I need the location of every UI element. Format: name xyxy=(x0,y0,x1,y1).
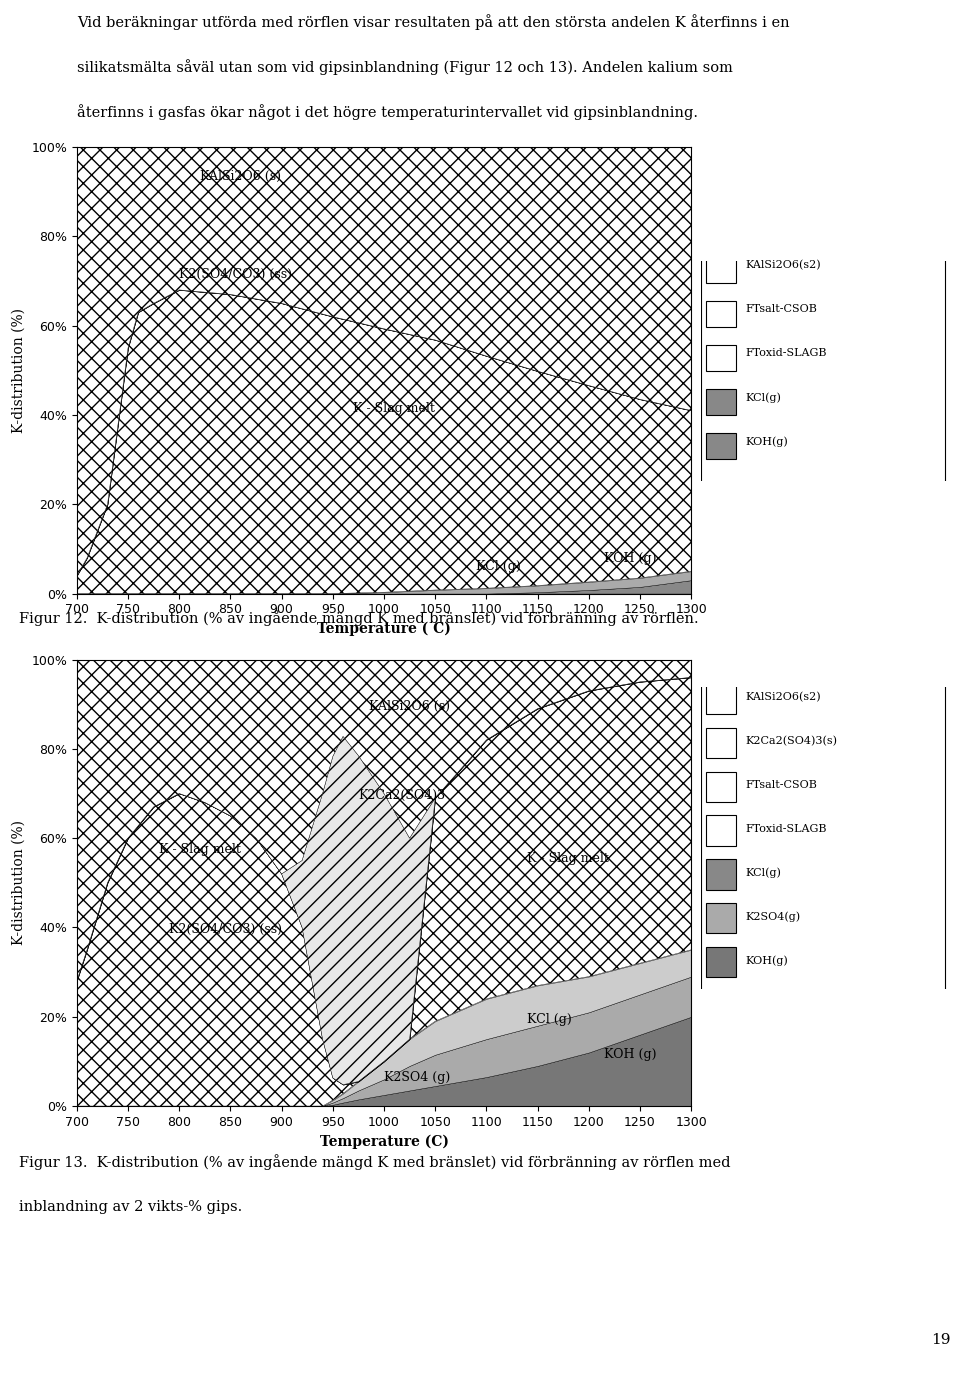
Text: K - Slag melt: K - Slag melt xyxy=(158,844,241,856)
Text: Figur 13.  K-distribution (% av ingående mängd K med bränslet) vid förbränning a: Figur 13. K-distribution (% av ingående … xyxy=(19,1154,731,1171)
Text: K2(SO4/CO3) (ss): K2(SO4/CO3) (ss) xyxy=(180,268,292,282)
FancyBboxPatch shape xyxy=(706,728,735,758)
Text: KOH(g): KOH(g) xyxy=(746,955,788,966)
Text: Figur 12.  K-distribution (% av ingående mängd K med bränslet) vid förbränning a: Figur 12. K-distribution (% av ingående … xyxy=(19,610,699,627)
FancyBboxPatch shape xyxy=(706,903,735,933)
Text: FToxid-SLAGB: FToxid-SLAGB xyxy=(746,824,828,834)
Text: KCl(g): KCl(g) xyxy=(746,392,781,403)
Y-axis label: K-distribution (%): K-distribution (%) xyxy=(12,308,26,433)
Text: Vid beräkningar utförda med rörflen visar resultaten på att den största andelen : Vid beräkningar utförda med rörflen visa… xyxy=(77,14,789,30)
Text: K2(SO4/CO3) (ss): K2(SO4/CO3) (ss) xyxy=(169,923,282,937)
FancyBboxPatch shape xyxy=(706,859,735,889)
Text: FTsalt-CSOB: FTsalt-CSOB xyxy=(746,305,818,315)
Text: K - Slag melt: K - Slag melt xyxy=(353,403,435,415)
FancyBboxPatch shape xyxy=(706,684,735,714)
Text: K2Ca2(SO4)3: K2Ca2(SO4)3 xyxy=(358,790,445,802)
Text: KOH (g): KOH (g) xyxy=(604,1048,657,1061)
Text: K - Slag melt: K - Slag melt xyxy=(527,852,610,866)
Text: K2SO4(g): K2SO4(g) xyxy=(746,911,801,922)
FancyBboxPatch shape xyxy=(706,345,735,371)
Text: inblandning av 2 vikts-% gips.: inblandning av 2 vikts-% gips. xyxy=(19,1200,243,1213)
Text: KOH(g): KOH(g) xyxy=(746,436,788,447)
Text: KAlSi2O6(s2): KAlSi2O6(s2) xyxy=(746,260,822,271)
Text: KAlSi2O6 (s): KAlSi2O6 (s) xyxy=(369,701,449,713)
Text: KAlSi2O6 (s): KAlSi2O6 (s) xyxy=(200,170,280,183)
Text: återfinns i gasfas ökar något i det högre temperaturintervallet vid gipsinblandn: återfinns i gasfas ökar något i det högr… xyxy=(77,104,698,121)
FancyBboxPatch shape xyxy=(706,815,735,845)
Text: 19: 19 xyxy=(931,1333,950,1347)
Text: KOH (g): KOH (g) xyxy=(604,551,657,565)
Text: KCl (g): KCl (g) xyxy=(527,1013,572,1025)
FancyBboxPatch shape xyxy=(701,254,946,492)
Text: KCl (g): KCl (g) xyxy=(476,561,521,573)
Text: K2SO4 (g): K2SO4 (g) xyxy=(384,1070,450,1084)
Text: KAlSi2O6(s2): KAlSi2O6(s2) xyxy=(746,692,822,702)
X-axis label: Temperature (C): Temperature (C) xyxy=(320,1135,448,1149)
Text: silikatsmälta såväl utan som vid gipsinblandning (Figur 12 och 13). Andelen kali: silikatsmälta såväl utan som vid gipsinb… xyxy=(77,59,732,76)
Text: KCl(g): KCl(g) xyxy=(746,867,781,878)
FancyBboxPatch shape xyxy=(701,682,946,995)
FancyBboxPatch shape xyxy=(706,772,735,802)
X-axis label: Temperature ( C): Temperature ( C) xyxy=(317,622,451,636)
FancyBboxPatch shape xyxy=(706,389,735,415)
FancyBboxPatch shape xyxy=(706,301,735,327)
Text: K2Ca2(SO4)3(s): K2Ca2(SO4)3(s) xyxy=(746,736,838,746)
FancyBboxPatch shape xyxy=(706,433,735,459)
Text: FTsalt-CSOB: FTsalt-CSOB xyxy=(746,780,818,790)
Y-axis label: K-distribution (%): K-distribution (%) xyxy=(12,820,26,945)
Text: FToxid-SLAGB: FToxid-SLAGB xyxy=(746,349,828,359)
FancyBboxPatch shape xyxy=(706,947,735,977)
FancyBboxPatch shape xyxy=(706,257,735,283)
